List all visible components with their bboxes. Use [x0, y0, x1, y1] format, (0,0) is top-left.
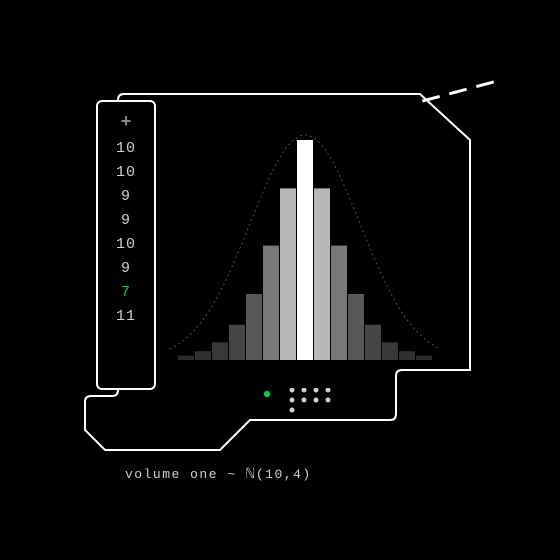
- dot-indicators: [170, 388, 440, 428]
- braille-dot: [302, 398, 307, 403]
- histogram-bar: [212, 342, 228, 360]
- braille-dot: [302, 388, 307, 393]
- sample-value: 9: [121, 261, 131, 276]
- sample-value: 10: [116, 141, 136, 156]
- histogram-bar: [348, 294, 364, 360]
- histogram-bar: [280, 188, 296, 360]
- braille-dot: [290, 408, 295, 413]
- sample-value: 9: [121, 213, 131, 228]
- histogram-bar: [382, 342, 398, 360]
- histogram-bar: [178, 356, 194, 360]
- braille-dot: [290, 388, 295, 393]
- caption-nsym: ℕ: [246, 467, 256, 483]
- sample-value: 10: [116, 165, 136, 180]
- caption-prefix: volume one ~: [125, 467, 237, 482]
- histogram-bar: [263, 246, 279, 360]
- braille-dot: [326, 398, 331, 403]
- histogram-bar: [416, 356, 432, 360]
- sample-value: 10: [116, 237, 136, 252]
- histogram-bar: [297, 140, 313, 360]
- histogram-bar: [314, 188, 330, 360]
- sample-panel: + 10 10 9 9 10 9 7 11: [96, 100, 156, 390]
- histogram-bar: [246, 294, 262, 360]
- braille-dot: [314, 388, 319, 393]
- distribution-chart: [170, 130, 440, 380]
- highlight-dot: [264, 391, 270, 397]
- braille-dot: [314, 398, 319, 403]
- sample-value: 11: [116, 309, 136, 324]
- histogram-bar: [399, 351, 415, 360]
- caption: volume one ~ ℕ(10,4): [125, 466, 312, 483]
- braille-dot: [290, 398, 295, 403]
- histogram-bar: [365, 325, 381, 360]
- plus-icon: +: [121, 114, 132, 132]
- sample-value: 7: [121, 285, 131, 300]
- caption-params: (10,4): [256, 467, 312, 482]
- histogram-bar: [195, 351, 211, 360]
- braille-dot: [326, 388, 331, 393]
- histogram-bar: [229, 325, 245, 360]
- histogram-bar: [331, 246, 347, 360]
- sample-value: 9: [121, 189, 131, 204]
